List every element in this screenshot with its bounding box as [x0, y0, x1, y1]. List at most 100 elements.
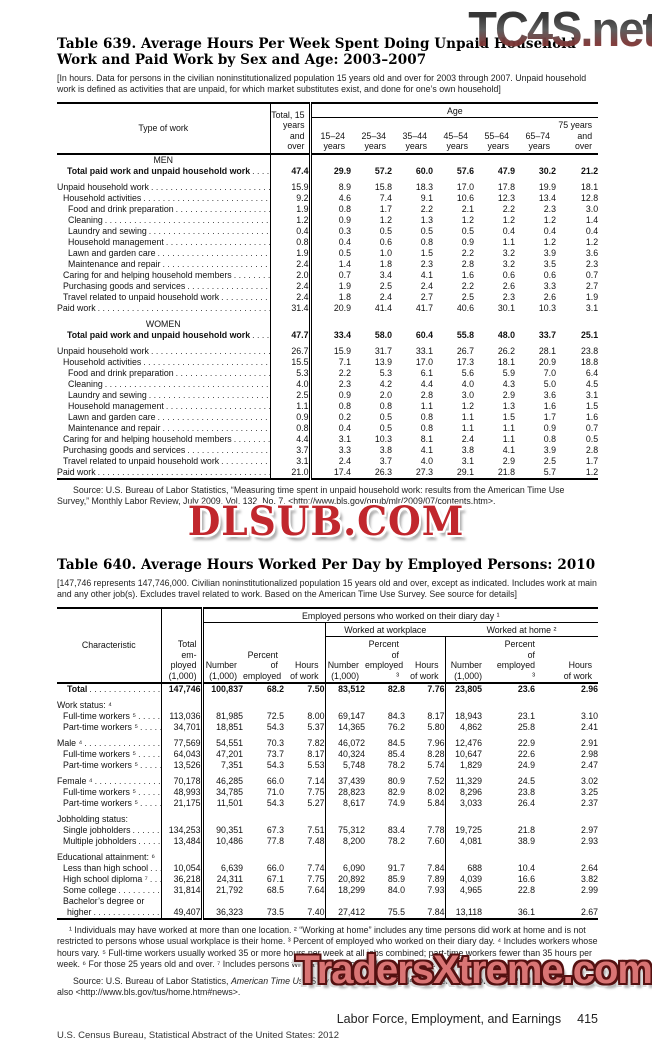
value-cell: 70,178 — [161, 770, 204, 787]
value-cell: 113,036 — [161, 710, 204, 722]
row-label-text: Paid work — [57, 466, 96, 477]
value-cell: 18.8 — [580, 356, 599, 367]
dot-leader — [147, 390, 269, 401]
value-cell: 0.8 — [379, 400, 392, 411]
value-cell: 2.3 — [420, 258, 433, 269]
value-cell: 15.9 — [270, 176, 312, 193]
row-label-line: Female ⁴ — [57, 776, 160, 787]
value-cell: 0.5 — [379, 422, 392, 433]
value-cell: 1.3 — [420, 214, 433, 225]
row-label: Laundry and sewing — [57, 389, 271, 401]
dot-leader — [136, 711, 160, 722]
table639-source: Source: U.S. Bureau of Labor Statistics,… — [57, 484, 565, 506]
row-label: Household management — [57, 236, 271, 248]
section-heading: WOMEN — [57, 313, 271, 330]
row-label-text: Jobholding status: — [57, 813, 128, 824]
value-cell: 0.6 — [502, 269, 515, 280]
value-cell: 3,033 — [459, 797, 482, 808]
row-label-line: Cleaning — [57, 379, 269, 390]
value-cell: 33.4 — [333, 329, 351, 340]
table-row: Full-time workers ⁵ 64,043 47,201 73.78.17 4… — [57, 748, 598, 760]
value-cell: 60.0 — [415, 165, 433, 176]
value-cell: 2.97 — [580, 824, 599, 835]
row-label-text: Part-time workers ⁵ — [63, 721, 139, 732]
col-header-characteristic: Characteristic — [57, 608, 162, 684]
value-cell: 7,351 — [220, 759, 243, 770]
row-label: Total paid work and unpaid household wor… — [57, 165, 271, 177]
value-cell: 54,551 — [216, 737, 243, 748]
value-cell: 0.8 — [270, 236, 312, 248]
dot-leader — [160, 259, 269, 270]
value-cell: 7.78 — [405, 824, 446, 836]
value-cell: 1.1 — [502, 433, 515, 444]
value-cell: 1.2 — [502, 214, 515, 225]
value-cell: 33.7 — [538, 329, 556, 340]
value-cell: 27.3 — [392, 466, 433, 480]
value-cell: 68.5 — [266, 884, 284, 895]
value-cell: 34,701 — [161, 721, 204, 733]
row-label-text: Male ⁴ — [57, 737, 83, 748]
row-label-line: Household activities — [57, 357, 269, 368]
value-cell: 1.1 — [461, 422, 474, 433]
row-label-line: Jobholding status: — [57, 813, 160, 825]
table640-header: Characteristic Total em- ployed (1,000) … — [57, 608, 599, 684]
value-cell: 2.3 — [338, 378, 351, 389]
value-cell: 54.3 — [266, 797, 284, 808]
row-label-text: Maintenance and repair — [68, 422, 161, 433]
value-cell: 0.3 — [338, 225, 351, 236]
row-label-line: Caring for and helping household members — [57, 434, 269, 445]
value-cell: 2.7 — [420, 291, 433, 302]
value-cell: 5.3 — [270, 367, 312, 379]
value-cell: 134,253 — [161, 824, 204, 836]
value-cell — [445, 847, 496, 863]
row-label-text: Total paid work and unpaid household wor… — [67, 165, 251, 176]
value-cell: 3.1 — [585, 389, 599, 400]
value-cell: 47.9 — [497, 165, 515, 176]
value-cell — [365, 809, 405, 825]
value-cell: 30.1 — [497, 302, 515, 313]
table-row: Household activities 15.5 7.1 13.9 17.0 17.3 1… — [57, 356, 599, 368]
row-label: Part-time workers ⁵ — [57, 797, 162, 809]
value-cell: 21.8 — [474, 466, 515, 480]
row-label-line: Purchasing goods and services — [57, 281, 269, 292]
row-label: Travel related to unpaid household work — [57, 455, 271, 467]
row-label-text: Cleaning — [68, 214, 103, 225]
value-cell: 2.3 — [502, 291, 515, 302]
value-cell: 4.1 — [420, 444, 433, 455]
value-cell: 1.9 — [338, 280, 351, 291]
row-label-text: Full-time workers ⁵ — [63, 710, 137, 721]
dot-leader — [87, 684, 160, 695]
value-cell: 75.5 — [365, 895, 405, 920]
value-cell: 1.2 — [543, 214, 556, 225]
row-label-text: Paid work — [57, 302, 96, 313]
value-cell: 47,201 — [216, 748, 243, 759]
value-cell: 10,486 — [216, 835, 243, 846]
section-heading-row: WOMEN — [57, 313, 598, 330]
value-cell: 0.8 — [338, 203, 351, 214]
value-cell: 0.8 — [420, 236, 433, 247]
dot-leader — [185, 445, 269, 456]
col-header-wp-percent: Percent of employed ³ — [365, 636, 405, 684]
col-header-type-of-work: Type of work — [57, 103, 271, 155]
col-header-35-44: 35–44 years — [392, 117, 433, 155]
value-cell: 55.8 — [456, 329, 474, 340]
value-cell: 1.5 — [585, 400, 599, 411]
value-cell: 66.0 — [266, 862, 284, 873]
value-cell: 1.2 — [543, 236, 556, 247]
value-cell: 46,072 — [338, 737, 365, 748]
value-cell: 41.4 — [374, 302, 392, 313]
row-label-line: Unpaid household work — [57, 346, 269, 357]
value-cell: 1.4 — [585, 214, 599, 225]
value-cell: 1.1 — [502, 422, 515, 433]
value-cell: 36,218 — [161, 873, 204, 885]
row-label: Caring for and helping household members — [57, 433, 271, 445]
value-cell — [445, 809, 496, 825]
value-cell: 22.9 — [517, 737, 535, 748]
row-label: Food and drink preparation — [57, 203, 271, 215]
value-cell: 17.0 — [415, 356, 433, 367]
row-label-line: Household activities — [57, 193, 269, 204]
value-cell — [433, 314, 474, 330]
value-cell: 2.7 — [585, 280, 599, 291]
value-cell: 100,837 — [211, 683, 243, 694]
value-cell: 85.4 — [387, 748, 405, 759]
